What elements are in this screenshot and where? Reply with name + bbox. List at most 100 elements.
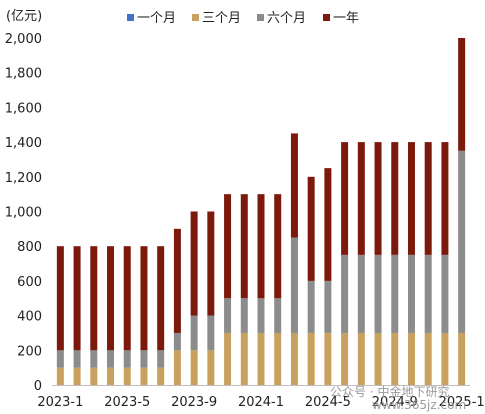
bars <box>56 38 466 385</box>
bar-segment-2023-9-六个月 <box>190 315 198 351</box>
legend-swatch <box>257 14 264 21</box>
y-tick-label: 1,000 <box>5 206 42 221</box>
bar-segment-2023-5-三个月 <box>123 367 131 385</box>
bar-segment-2023-11-三个月 <box>224 332 232 385</box>
bar-segment-2024-10-一年 <box>407 142 415 255</box>
bar-segment-2023-7-三个月 <box>157 367 165 385</box>
legend-label: 三个月 <box>202 11 241 26</box>
bar-segment-2023-3-三个月 <box>90 367 98 385</box>
legend-swatch <box>323 14 330 21</box>
bar-segment-2024-12-六个月 <box>441 254 449 333</box>
bar-segment-2023-4-一年 <box>107 246 115 351</box>
bar-segment-2023-8-一年 <box>173 228 181 333</box>
bar-segment-2024-12-一年 <box>441 142 449 255</box>
bar-segment-2024-5-六个月 <box>324 280 332 333</box>
legend-label: 一个月 <box>137 11 176 26</box>
bar-segment-2024-3-六个月 <box>290 237 298 333</box>
y-tick-label: 600 <box>17 275 42 290</box>
x-tick-label: 2024-5 <box>305 395 351 410</box>
bar-segment-2024-5-三个月 <box>324 332 332 385</box>
watermark-text: 公众号 · 中金地下研究 <box>330 384 449 399</box>
x-tick-label: 2024-1 <box>238 395 284 410</box>
bar-segment-2024-3-一年 <box>290 133 298 238</box>
bar-segment-2023-9-三个月 <box>190 350 198 385</box>
bar-segment-2024-9-六个月 <box>391 254 399 333</box>
bar-segment-2024-6-三个月 <box>341 332 349 385</box>
x-tick-label: 2024-9 <box>372 395 418 410</box>
bar-segment-2023-12-一年 <box>240 194 248 299</box>
bar-segment-2025-1-六个月 <box>458 150 466 333</box>
y-tick-label: 2,000 <box>5 32 42 47</box>
legend-label: 六个月 <box>267 11 306 26</box>
bar-segment-2023-1-六个月 <box>56 350 64 368</box>
x-tick-label: 2025-1 <box>439 395 485 410</box>
y-tick-label: 0 <box>34 379 42 394</box>
bar-segment-2024-9-三个月 <box>391 332 399 385</box>
bar-segment-2024-1-三个月 <box>257 332 265 385</box>
bar-segment-2023-3-六个月 <box>90 350 98 368</box>
bar-segment-2024-8-六个月 <box>374 254 382 333</box>
bar-segment-2023-3-一年 <box>90 246 98 351</box>
x-axis: 2023-1 2023-5 2023-9 2024-1 2024-5 2024-9 2025… <box>37 395 484 410</box>
bar-segment-2023-6-一年 <box>140 246 148 351</box>
bar-segment-2023-12-三个月 <box>240 332 248 385</box>
bar-segment-2023-11-六个月 <box>224 298 232 333</box>
legend-swatch <box>192 14 199 21</box>
bar-segment-2024-2-三个月 <box>274 332 282 385</box>
bar-segment-2023-1-三个月 <box>56 367 64 385</box>
bar-segment-2024-4-一年 <box>307 176 315 281</box>
legend-label: 一年 <box>333 11 359 26</box>
bar-segment-2023-6-六个月 <box>140 350 148 368</box>
bar-segment-2024-10-三个月 <box>407 332 415 385</box>
bar-segment-2024-8-三个月 <box>374 332 382 385</box>
bar-segment-2023-10-六个月 <box>207 315 215 351</box>
y-axis-unit: (亿元) <box>6 9 42 24</box>
bar-segment-2024-7-六个月 <box>357 254 365 333</box>
bar-segment-2024-6-六个月 <box>341 254 349 333</box>
bar-segment-2024-8-一年 <box>374 142 382 255</box>
x-tick-label: 2023-1 <box>37 395 83 410</box>
bar-segment-2024-2-一年 <box>274 194 282 299</box>
bar-segment-2024-2-六个月 <box>274 298 282 333</box>
bar-segment-2023-8-三个月 <box>173 350 181 385</box>
bar-segment-2024-7-三个月 <box>357 332 365 385</box>
bar-segment-2024-6-一年 <box>341 142 349 255</box>
bar-segment-2024-11-六个月 <box>424 254 432 333</box>
bar-segment-2023-10-一年 <box>207 211 215 316</box>
y-tick-label: 200 <box>17 344 42 359</box>
bar-segment-2024-7-一年 <box>357 142 365 255</box>
x-tick-label: 2023-9 <box>171 395 217 410</box>
bar-segment-2023-2-六个月 <box>73 350 81 368</box>
watermark: 公众号 · 中金地下研究 www.365jz.com <box>330 384 466 412</box>
bar-segment-2024-3-三个月 <box>290 332 298 385</box>
legend-swatch <box>127 14 134 21</box>
bar-segment-2023-11-一年 <box>224 194 232 299</box>
bar-segment-2023-6-三个月 <box>140 367 148 385</box>
bar-segment-2023-1-一年 <box>56 246 64 351</box>
y-tick-label: 800 <box>17 240 42 255</box>
bar-segment-2023-8-六个月 <box>173 332 181 351</box>
bar-segment-2023-5-一年 <box>123 246 131 351</box>
y-tick-label: 1,400 <box>5 136 42 151</box>
bar-segment-2023-7-一年 <box>157 246 165 351</box>
bar-segment-2024-5-一年 <box>324 168 332 281</box>
watermark-site: www.365jz.com <box>372 398 466 412</box>
bar-segment-2023-4-三个月 <box>107 367 115 385</box>
bar-segment-2024-9-一年 <box>391 142 399 255</box>
x-tick-label: 2023-5 <box>104 395 150 410</box>
y-tick-label: 1,200 <box>5 171 42 186</box>
bar-segment-2024-11-三个月 <box>424 332 432 385</box>
bar-segment-2023-7-六个月 <box>157 350 165 368</box>
y-tick-label: 1,600 <box>5 101 42 116</box>
bar-segment-2023-12-六个月 <box>240 298 248 333</box>
bar-segment-2024-4-六个月 <box>307 280 315 333</box>
bar-segment-2024-10-六个月 <box>407 254 415 333</box>
bar-segment-2023-2-三个月 <box>73 367 81 385</box>
bar-segment-2024-4-三个月 <box>307 332 315 385</box>
bar-segment-2023-4-六个月 <box>107 350 115 368</box>
legend: 一个月 三个月 六个月 一年 <box>127 11 359 26</box>
bar-segment-2024-1-一年 <box>257 194 265 299</box>
bar-segment-2025-1-一年 <box>458 38 466 151</box>
bar-segment-2023-2-一年 <box>73 246 81 351</box>
